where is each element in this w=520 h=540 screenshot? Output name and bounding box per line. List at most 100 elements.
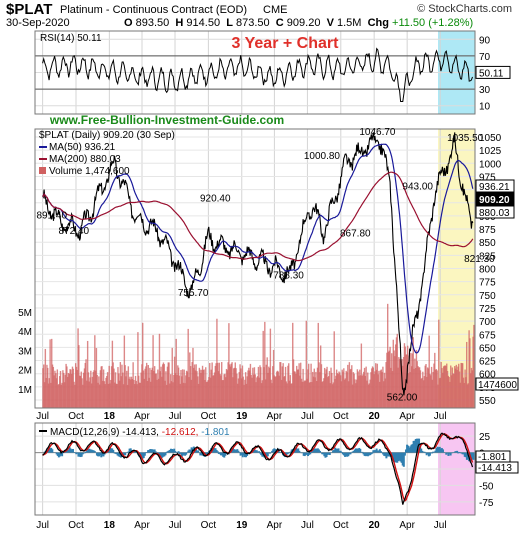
volume-bar xyxy=(309,382,311,408)
volume-bar xyxy=(472,336,474,408)
volume-bar xyxy=(307,369,309,408)
macd-histogram-bar xyxy=(128,448,131,453)
macd-histogram-bar xyxy=(180,452,183,458)
volume-legend: Volume 1,474,600 xyxy=(49,166,130,177)
volume-bar xyxy=(177,367,180,408)
volume-bar xyxy=(73,381,75,408)
volume-bar xyxy=(137,332,139,408)
macd-histogram-bar xyxy=(165,451,168,453)
macd-histogram-bar xyxy=(265,452,268,459)
macd-histogram-bar xyxy=(111,448,114,453)
macd-histogram-bar xyxy=(169,448,172,453)
volume-bar xyxy=(79,376,82,408)
volume-bar xyxy=(268,368,271,408)
macd-histogram-bar xyxy=(223,452,226,458)
macd-histogram-bar xyxy=(241,452,244,458)
volume-bar xyxy=(105,377,107,408)
volume-bar xyxy=(311,371,314,408)
macd-histogram-bar xyxy=(385,452,388,459)
macd-histogram-bar xyxy=(224,452,227,456)
volume-bar xyxy=(103,381,106,408)
macd-histogram-bar xyxy=(404,449,407,453)
volume-bar xyxy=(374,371,376,408)
volume-bar xyxy=(285,381,288,408)
volume-bar xyxy=(122,372,124,408)
volume-bar xyxy=(159,371,161,408)
macd-histogram-bar xyxy=(358,447,361,453)
open-value: 893.50 xyxy=(135,17,170,29)
volume-bar xyxy=(400,360,402,408)
volume-bar xyxy=(430,375,432,408)
volume-bar xyxy=(343,368,345,408)
macd-histogram-bar xyxy=(357,449,360,453)
volume-bar xyxy=(379,381,381,408)
volume-bar xyxy=(64,374,66,408)
macd-histogram-bar xyxy=(395,452,398,463)
volume-bar xyxy=(426,376,428,408)
volume-bar xyxy=(231,362,233,408)
macd-histogram-bar xyxy=(455,451,458,453)
rsi-tick-label: 30 xyxy=(479,85,491,96)
macd-histogram-bar xyxy=(386,452,389,457)
volume-bar xyxy=(324,373,327,408)
macd-histogram-bar xyxy=(369,452,372,456)
macd-histogram-bar xyxy=(101,452,104,456)
volume-bar xyxy=(354,379,356,408)
price-last-value: 909.20 xyxy=(479,195,510,206)
volume-bar xyxy=(222,380,225,408)
volume-bar xyxy=(110,379,112,408)
macd-histogram-bar xyxy=(375,448,378,453)
volume-bar xyxy=(381,372,383,408)
macd-legend-main: MACD(12,26,9) -14.413, xyxy=(50,427,162,438)
volume-tick-label: 5M xyxy=(18,308,32,319)
volume-bar xyxy=(126,384,129,408)
volume-bar xyxy=(59,370,62,408)
volume-bar xyxy=(355,379,358,408)
volume-bar xyxy=(347,381,350,408)
price-tick-label: 875 xyxy=(479,225,496,236)
volume-bar xyxy=(432,371,434,408)
macd-histogram-bar xyxy=(286,452,289,455)
volume-bar xyxy=(289,375,292,408)
x-axis-label-bottom: Apr xyxy=(399,520,415,531)
price-last-box xyxy=(475,205,515,219)
macd-histogram-bar xyxy=(457,452,460,454)
macd-histogram-bar xyxy=(445,452,448,455)
macd-histogram-bar xyxy=(82,452,85,454)
macd-histogram-bar xyxy=(309,452,312,455)
volume-bar xyxy=(228,364,231,408)
volume-bar xyxy=(337,374,339,408)
volume-bar xyxy=(119,362,122,408)
macd-histogram-bar xyxy=(335,448,338,453)
volume-bar xyxy=(46,364,48,408)
volume-bar xyxy=(335,369,338,408)
volume-bar xyxy=(44,348,47,408)
volume-bar xyxy=(449,381,451,408)
volume-bar xyxy=(385,362,387,408)
volume-bar xyxy=(316,367,319,408)
volume-bar xyxy=(349,369,351,408)
price-annotation: 788.30 xyxy=(273,270,304,281)
macd-histogram-bar xyxy=(237,450,240,453)
volume-bar xyxy=(190,379,193,408)
price-last-box xyxy=(475,179,515,193)
macd-histogram-bar xyxy=(298,450,301,453)
ma200-line xyxy=(42,171,474,262)
volume-bar xyxy=(429,373,431,408)
volume-bar xyxy=(86,340,89,408)
volume-bar xyxy=(471,370,473,408)
macd-histogram-bar xyxy=(450,452,453,454)
volume-bar xyxy=(201,369,203,408)
volume-bar xyxy=(63,382,66,408)
macd-histogram-bar xyxy=(413,440,416,453)
volume-bar xyxy=(132,362,134,408)
volume-bar xyxy=(84,362,86,408)
volume-bar xyxy=(110,366,113,408)
volume-bar xyxy=(56,369,59,408)
volume-bar xyxy=(402,356,405,408)
volume-bar xyxy=(422,371,424,408)
volume-bar xyxy=(352,372,355,408)
volume-bar xyxy=(276,370,279,408)
volume-bar xyxy=(62,370,64,408)
volume-bar xyxy=(178,375,181,408)
